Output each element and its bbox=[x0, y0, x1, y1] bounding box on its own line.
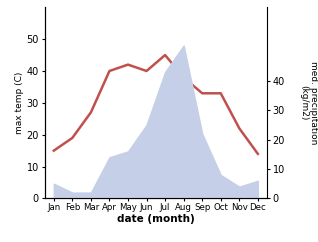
Y-axis label: med. precipitation
(kg/m2): med. precipitation (kg/m2) bbox=[299, 61, 318, 144]
Y-axis label: max temp (C): max temp (C) bbox=[15, 72, 24, 134]
X-axis label: date (month): date (month) bbox=[117, 214, 195, 224]
